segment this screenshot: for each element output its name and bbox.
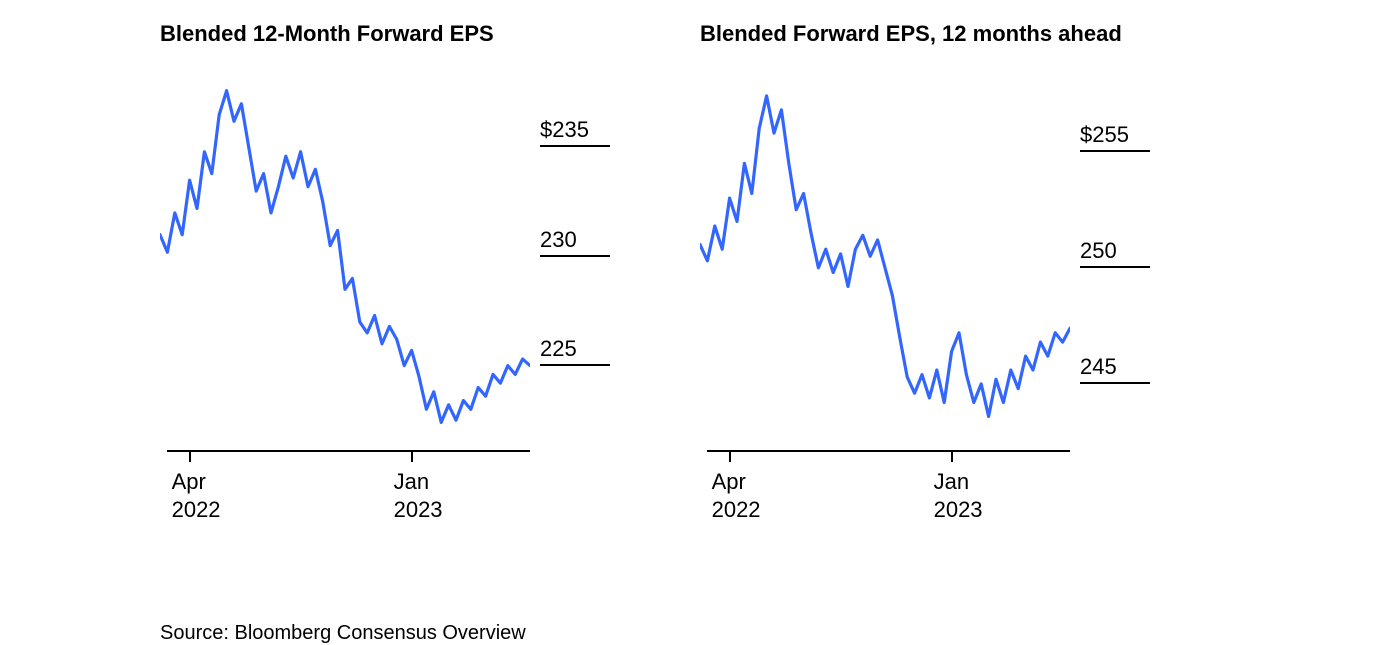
x-tick-mark <box>729 452 731 462</box>
y-tick: 225 <box>540 336 620 366</box>
chart-plot-area: $255 250 245 Apr 2022 Jan 2023 <box>700 82 1180 522</box>
x-axis-line <box>167 450 530 452</box>
chart-title: Blended 12-Month Forward EPS <box>160 20 640 78</box>
y-tick: $235 <box>540 117 620 147</box>
line-series <box>160 82 530 444</box>
y-tick-label: 225 <box>540 336 620 364</box>
x-tick-mark <box>951 452 953 462</box>
chart-panel: Blended Forward EPS, 12 months ahead$255… <box>700 20 1180 522</box>
y-tick-rule <box>1080 266 1150 268</box>
y-tick-rule <box>540 364 610 366</box>
page: Blended 12-Month Forward EPS $235 230 225 Ap… <box>0 0 1382 624</box>
line-series <box>700 82 1070 444</box>
y-tick: $255 <box>1080 122 1160 152</box>
y-tick-rule <box>1080 150 1150 152</box>
chart-title: Blended Forward EPS, 12 months ahead <box>700 20 1180 78</box>
y-tick-label: $255 <box>1080 122 1160 150</box>
y-tick: 250 <box>1080 238 1160 268</box>
y-tick-label: 230 <box>540 227 620 255</box>
x-tick-mark <box>411 452 413 462</box>
x-tick-label: Jan 2023 <box>394 468 443 523</box>
y-tick-rule <box>1080 382 1150 384</box>
y-tick-rule <box>540 255 610 257</box>
y-tick: 230 <box>540 227 620 257</box>
chart-plot-area: $235 230 225 Apr 2022 Jan 2023 <box>160 82 640 522</box>
x-tick-label: Jan 2023 <box>934 468 983 523</box>
x-axis-line <box>707 450 1070 452</box>
x-tick-mark <box>189 452 191 462</box>
source-line: Source: Bloomberg Consensus Overview <box>160 622 1382 645</box>
y-tick: 245 <box>1080 354 1160 384</box>
y-tick-rule <box>540 145 610 147</box>
chart-panels: Blended 12-Month Forward EPS $235 230 225 Ap… <box>160 20 1382 522</box>
y-tick-label: 250 <box>1080 238 1160 266</box>
x-tick-label: Apr 2022 <box>712 468 761 523</box>
x-tick-label: Apr 2022 <box>172 468 221 523</box>
y-tick-label: 245 <box>1080 354 1160 382</box>
y-tick-label: $235 <box>540 117 620 145</box>
chart-panel: Blended 12-Month Forward EPS $235 230 225 Ap… <box>160 20 640 522</box>
